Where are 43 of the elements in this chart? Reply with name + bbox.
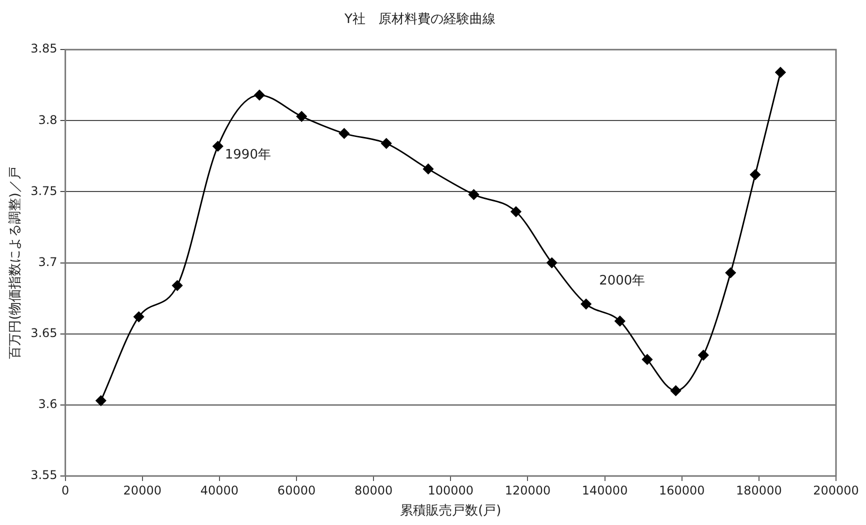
x-tick-label: 160000 (658, 483, 705, 498)
y-tick-label: 3.65 (30, 326, 58, 340)
y-tick-label: 3.8 (38, 112, 58, 127)
point (96, 395, 106, 406)
point (642, 354, 653, 365)
annotation: 1990年 (224, 148, 271, 163)
annotation: 2000年 (599, 273, 646, 288)
x-tick-label: 80000 (354, 483, 393, 498)
x-tick-label: 40000 (200, 483, 239, 498)
point (134, 312, 144, 322)
point (775, 67, 786, 78)
x-tick-label: 100000 (428, 483, 474, 498)
x-tick-label: 120000 (504, 483, 551, 498)
point (254, 90, 265, 100)
point (698, 350, 709, 360)
point (172, 280, 183, 291)
point (381, 138, 392, 149)
point (546, 258, 558, 268)
point (212, 141, 224, 152)
y-tick-label: 3.75 (30, 184, 58, 198)
x-tick-label: 200000 (813, 483, 859, 498)
point (614, 316, 626, 326)
point (422, 164, 434, 174)
point (725, 268, 736, 278)
x-tick-label: 20000 (123, 483, 162, 498)
point (296, 111, 307, 122)
point (468, 189, 480, 200)
point (510, 206, 522, 217)
y-tick-label: 3.7 (38, 254, 58, 269)
x-axis-title: 累積販売戸数(戸) (400, 504, 502, 519)
y-tick-label: 3.6 (38, 397, 58, 412)
x-tick-label: 140000 (582, 483, 628, 498)
y-axis-title: 百万円(物価指数による調整)／戸 (8, 166, 24, 359)
x-tick-label: 0 (62, 483, 70, 498)
point (750, 169, 760, 180)
point (580, 298, 592, 310)
point (670, 385, 682, 396)
chart-title: Y社 原材料費の経験曲線 (344, 12, 496, 28)
x-tick-label: 180000 (736, 483, 782, 498)
point (338, 128, 350, 139)
y-tick-label: 3.55 (30, 468, 58, 482)
x-tick-label: 60000 (277, 483, 316, 498)
y-tick-label: 3.85 (30, 42, 58, 56)
